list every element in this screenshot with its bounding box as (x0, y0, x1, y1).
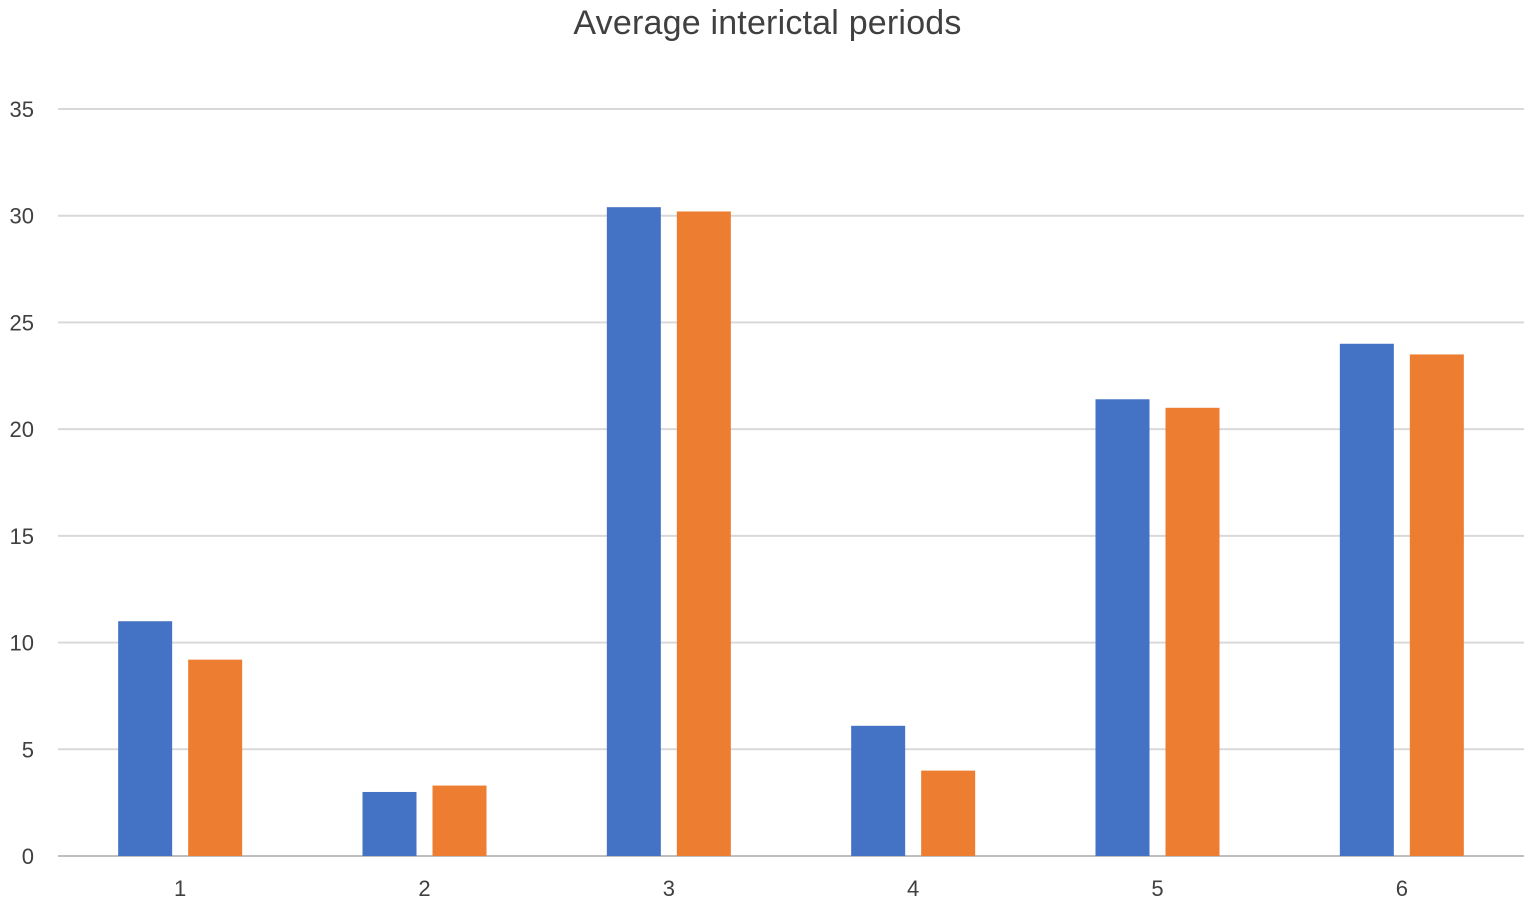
y-tick-label: 20 (10, 417, 34, 442)
y-tick-label: 15 (10, 524, 34, 549)
bar-5-series-1 (1095, 399, 1150, 856)
bar-2-series-1 (362, 791, 417, 856)
x-tick-label: 2 (418, 876, 430, 901)
chart-title: Average interictal periods (573, 4, 962, 42)
x-tick-label: 3 (663, 876, 675, 901)
bar-4-series-1 (851, 725, 906, 856)
bar-5-series-2 (1165, 407, 1220, 856)
x-axis-ticks: 1 2 3 4 5 6 (174, 876, 1408, 901)
y-tick-label: 0 (22, 844, 34, 869)
x-tick-label: 5 (1151, 876, 1163, 901)
bar-2-series-2 (432, 785, 487, 856)
bar-3-series-1 (606, 207, 661, 857)
y-tick-label: 35 (10, 97, 34, 122)
bars (118, 207, 1464, 857)
bar-1-series-1 (118, 621, 173, 856)
bar-3-series-2 (676, 211, 731, 857)
y-tick-label: 30 (10, 204, 34, 229)
bar-6-series-2 (1409, 354, 1464, 856)
y-tick-label: 10 (10, 631, 34, 656)
bar-1-series-2 (188, 659, 243, 856)
y-tick-label: 5 (22, 737, 34, 762)
bar-6-series-1 (1339, 343, 1394, 856)
x-tick-label: 4 (907, 876, 919, 901)
gridlines (58, 108, 1524, 857)
y-axis-ticks: 0 5 10 15 20 25 30 35 (10, 97, 34, 869)
bar-4-series-2 (921, 770, 976, 856)
x-tick-label: 1 (174, 876, 186, 901)
y-tick-label: 25 (10, 310, 34, 335)
x-tick-label: 6 (1396, 876, 1408, 901)
